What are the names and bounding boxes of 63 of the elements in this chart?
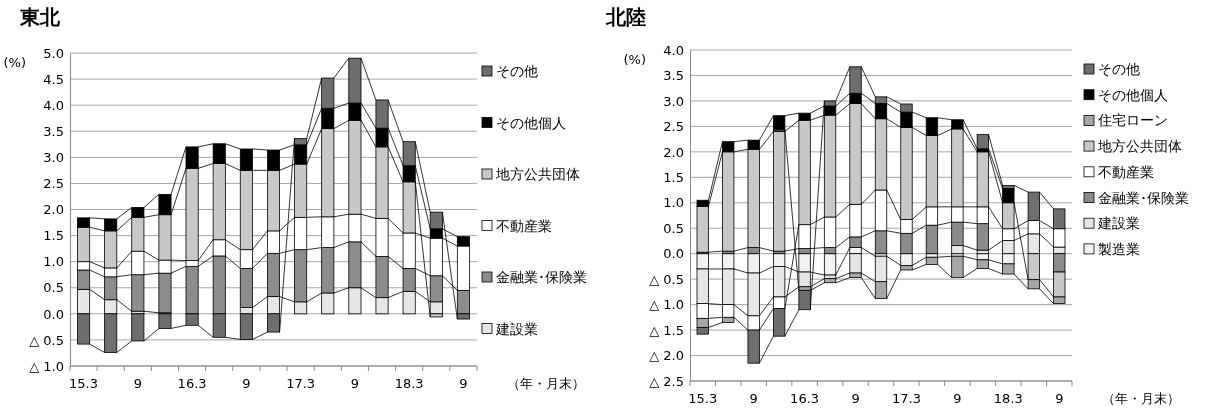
legend-label: その他 <box>496 63 538 79</box>
x-tick-label: 9 <box>953 391 962 406</box>
y-tick-label: 1.0 <box>43 254 64 270</box>
legend-label: 不動産業 <box>496 217 552 234</box>
y-tick-label: 2.5 <box>663 119 684 135</box>
x-axis-title: （年・月末） <box>507 376 585 391</box>
y-axis-title: (%) <box>623 52 646 67</box>
y-axis-title: (%) <box>3 55 26 70</box>
legend-label: 金融業･保険業 <box>496 269 587 285</box>
y-tick-label: △ 1.0 <box>649 297 684 313</box>
x-tick-label: 17.3 <box>891 391 921 406</box>
y-tick-label: 0.5 <box>43 280 64 296</box>
legend-label: 製造業 <box>1098 240 1140 257</box>
legend-label: その他個人 <box>496 114 566 131</box>
chart-title: 北陸 <box>605 5 646 29</box>
y-tick-label: 1.5 <box>43 228 64 244</box>
legend-label: 建設業 <box>1097 215 1140 232</box>
y-tick-label: 2.0 <box>43 202 64 218</box>
y-tick-label: △ 2.5 <box>649 373 684 389</box>
x-tick-label: 9 <box>133 376 142 391</box>
x-tick-label: 16.3 <box>177 376 207 391</box>
x-tick-label: 15.3 <box>69 376 99 391</box>
y-tick-label: 0.0 <box>43 306 64 322</box>
x-tick-label: 18.3 <box>993 391 1023 406</box>
legend-label: その他個人 <box>1098 86 1168 103</box>
legend-label: 住宅ローン <box>1097 112 1168 129</box>
x-tick-label: 9 <box>242 376 251 391</box>
y-tick-label: 1.0 <box>663 195 684 211</box>
legend-label: その他 <box>1098 61 1140 77</box>
x-tick-label: 9 <box>851 391 860 406</box>
y-tick-label: △ 1.0 <box>29 358 64 374</box>
y-tick-label: 0.5 <box>663 220 684 236</box>
legend-label: 地方公共団体 <box>495 166 580 182</box>
y-tick-label: 2.0 <box>663 144 684 160</box>
y-tick-label: 3.0 <box>663 93 684 109</box>
y-tick-label: 0.0 <box>663 246 684 262</box>
x-tick-label: 9 <box>1055 391 1064 406</box>
x-tick-label: 9 <box>749 391 758 406</box>
x-tick-label: 15.3 <box>688 391 718 406</box>
y-tick-label: △ 1.5 <box>649 322 684 338</box>
y-tick-label: 4.0 <box>43 97 64 113</box>
x-axis-title: （年・月末） <box>1102 391 1180 406</box>
legend-label: 地方公共団体 <box>1097 138 1182 155</box>
chart-title: 東北 <box>19 5 61 29</box>
y-tick-label: 3.5 <box>43 123 64 139</box>
x-tick-label: 17.3 <box>286 376 316 391</box>
y-tick-label: 2.5 <box>43 176 64 192</box>
y-tick-label: △ 2.0 <box>649 348 684 364</box>
legend-label: 建設業 <box>495 320 538 337</box>
y-tick-label: 3.5 <box>663 68 684 84</box>
y-tick-label: △ 0.5 <box>29 332 64 348</box>
legend-label: 不動産業 <box>1098 163 1154 180</box>
y-tick-label: 5.0 <box>43 45 64 61</box>
y-tick-label: 3.0 <box>43 149 64 165</box>
y-tick-label: 1.5 <box>663 169 684 185</box>
x-tick-label: 16.3 <box>790 391 820 406</box>
x-tick-label: 18.3 <box>394 376 424 391</box>
y-tick-label: 4.5 <box>43 71 64 87</box>
x-tick-label: 9 <box>350 376 360 391</box>
x-tick-label: 9 <box>459 376 468 391</box>
legend-label: 金融業･保険業 <box>1098 189 1189 206</box>
y-tick-label: 4.0 <box>663 42 684 58</box>
y-tick-label: △ 0.5 <box>649 271 684 287</box>
